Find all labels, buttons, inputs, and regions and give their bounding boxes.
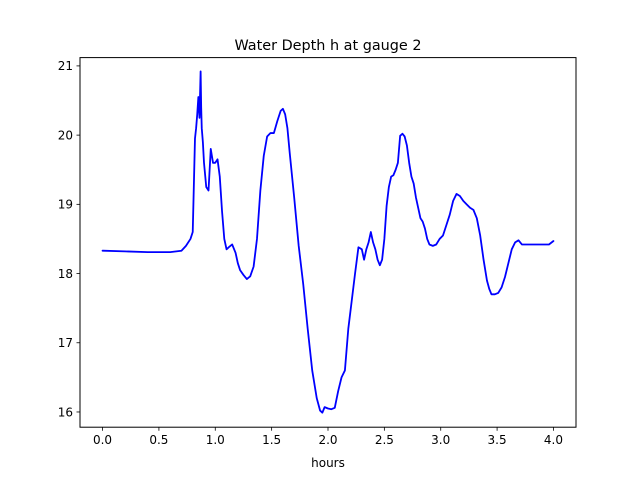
x-axis-label: hours: [311, 456, 345, 470]
x-tick-label: 1.5: [262, 433, 281, 447]
x-tick-label: 0.0: [93, 433, 112, 447]
y-tick-label: 16: [58, 405, 73, 419]
x-tick-label: 2.0: [318, 433, 337, 447]
y-tick-label: 17: [58, 336, 73, 350]
y-tick-label: 19: [58, 198, 73, 212]
x-tick-label: 2.5: [375, 433, 394, 447]
plot-layer: [101, 70, 555, 414]
x-tick-label: 4.0: [544, 433, 563, 447]
y-tick-label: 18: [58, 267, 73, 281]
x-tick-label: 3.5: [488, 433, 507, 447]
plot-frame: [79, 57, 577, 428]
x-tick-label: 3.0: [431, 433, 450, 447]
series-line-0: [101, 70, 555, 414]
y-tick-label: 20: [58, 128, 73, 142]
x-tick-label: 1.0: [206, 433, 225, 447]
y-axis-ticks: 16 17 18 19 20 21: [58, 59, 80, 419]
chart-title: Water Depth h at gauge 2: [234, 38, 421, 54]
x-tick-label: 0.5: [149, 433, 168, 447]
x-axis-ticks: 0.0 0.5 1.0 1.5 2.0 2.5 3.0 3.5 4.0: [93, 427, 563, 447]
y-tick-label: 21: [58, 59, 73, 73]
